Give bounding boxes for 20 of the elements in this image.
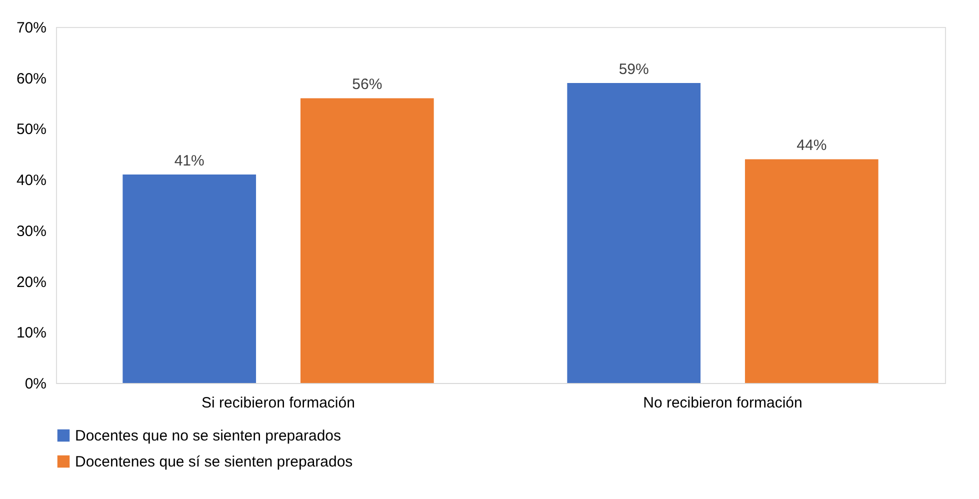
y-tick-label: 30% [16,222,46,240]
bar [744,159,878,383]
bar [122,174,256,383]
y-tick-label: 10% [16,324,46,342]
x-tick-label: Si recibieron formación [202,394,355,412]
y-tick-label: 70% [16,20,46,36]
y-tick-label: 40% [16,172,46,190]
legend-label: Docentenes que sí se sienten preparados [75,454,353,470]
y-tick-label: 60% [16,70,46,88]
y-tick-label: 50% [16,121,46,138]
bar [567,82,701,383]
y-tick-label: 0% [24,376,46,392]
data-label: 59% [618,60,649,78]
legend-label: Docentes que no se sienten preparados [75,428,342,444]
data-label: 41% [174,152,204,170]
y-tick-label: 20% [16,274,46,291]
x-tick-label: No recibieron formación [643,394,802,412]
data-label: 56% [352,76,382,94]
bar [300,98,434,383]
data-label: 44% [796,137,827,154]
